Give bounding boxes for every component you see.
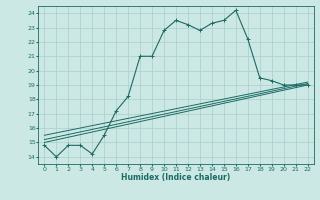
X-axis label: Humidex (Indice chaleur): Humidex (Indice chaleur)	[121, 173, 231, 182]
